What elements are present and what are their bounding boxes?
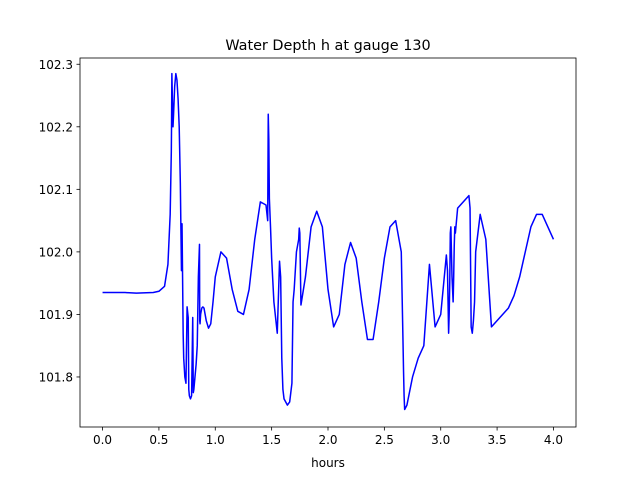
x-axis-title: hours: [311, 456, 345, 470]
y-tick-label: 102.3: [39, 58, 73, 72]
x-tick-label: 3.5: [488, 433, 507, 447]
x-tick-label: 2.0: [318, 433, 337, 447]
x-tick-label: 1.0: [206, 433, 225, 447]
axes: 0.0 0.5 1.0 1.5 2.0 2.5 3.0 3.5 4.0 101.8 101.9 102…: [39, 57, 577, 447]
plot-area: [102, 72, 555, 411]
x-tick-label: 0.0: [93, 433, 112, 447]
x-tick-label: 1.5: [262, 433, 281, 447]
x-tick-label: 3.0: [431, 433, 450, 447]
x-tick-label: 0.5: [149, 433, 168, 447]
y-tick-label: 101.8: [39, 370, 73, 384]
y-tick-label: 101.9: [39, 308, 73, 322]
series-line-0: [102, 72, 555, 411]
plot-frame: [79, 57, 577, 428]
y-tick-label: 102.0: [39, 245, 73, 259]
chart-title: Water Depth h at gauge 130: [225, 38, 430, 54]
x-tick-label: 2.5: [375, 433, 394, 447]
y-tick-label: 102.2: [39, 120, 73, 134]
x-tick-label: 4.0: [544, 433, 563, 447]
y-tick-label: 102.1: [39, 183, 73, 197]
